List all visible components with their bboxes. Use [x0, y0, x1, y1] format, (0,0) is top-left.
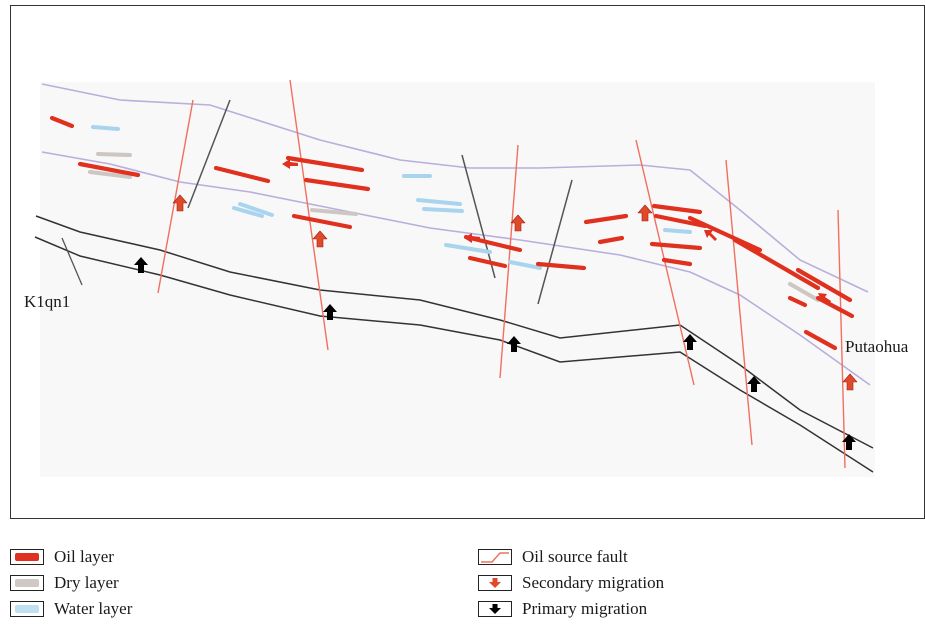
- water-layer-swatch-icon: [10, 601, 44, 617]
- oil-layer-swatch-icon: [10, 549, 44, 565]
- label-putaohua: Putaohua: [845, 337, 909, 356]
- legend-item-oil-layer: Oil layer: [10, 546, 114, 568]
- water-layers: [91, 125, 692, 270]
- k1qn1-leader-line: [61, 237, 83, 286]
- legend-item-primary-migration: Primary migration: [478, 598, 647, 620]
- legend-label: Oil layer: [54, 547, 114, 566]
- primary-migration-arrow-icon: [478, 601, 512, 617]
- legend-item-water-layer: Water layer: [10, 598, 132, 620]
- legend-label: Water layer: [54, 599, 133, 618]
- label-k1qn1: K1qn1: [24, 292, 70, 311]
- reservoir-boundaries: [41, 83, 871, 386]
- dry-layer-swatch-icon: [10, 575, 44, 591]
- legend-item-secondary-migration: Secondary migration: [478, 572, 664, 594]
- legend-item-oil-source-fault: Oil source fault: [478, 546, 628, 568]
- geologic-cross-section: K1qn1 Putaohua: [10, 5, 925, 519]
- legend-label: Primary migration: [522, 599, 648, 618]
- stratum-boundaries: [34, 215, 874, 473]
- oil-layers: [49, 115, 855, 351]
- section-background: [40, 82, 875, 477]
- oil-source-fault-icon: [478, 549, 512, 565]
- faults: [187, 99, 573, 305]
- secondary-migration-arrow-icon: [478, 575, 512, 591]
- legend-label: Secondary migration: [522, 573, 665, 592]
- legend-label: Dry layer: [54, 573, 119, 592]
- legend-label: Oil source fault: [522, 547, 628, 566]
- secondary-migration-flow-arrows: [282, 159, 831, 303]
- legend-item-dry-layer: Dry layer: [10, 572, 119, 594]
- dry-layers: [88, 152, 820, 302]
